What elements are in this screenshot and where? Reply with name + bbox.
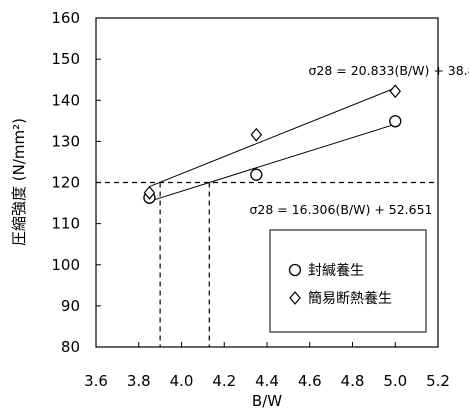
y-tick-label: 100 — [51, 256, 80, 274]
equation-label-simple-insulation: σ28 = 20.833(B/W) + 38.812 — [308, 63, 469, 78]
x-tick-label: 4.0 — [170, 372, 194, 390]
x-axis-title: B/W — [252, 392, 282, 410]
x-tick-label: 4.8 — [341, 372, 365, 390]
y-tick-label: 150 — [51, 50, 80, 68]
y-axis-title: 圧縮強度 (N/mm²) — [10, 118, 28, 246]
data-point-circle — [251, 169, 262, 180]
y-tick-label: 80 — [61, 338, 80, 356]
y-tick-label: 140 — [51, 91, 80, 109]
equation-label-sealed: σ28 = 16.306(B/W) + 52.651 — [249, 202, 432, 217]
y-tick-label: 160 — [51, 9, 80, 27]
legend-marker-circle — [290, 265, 301, 276]
legend: 封緘養生 簡易断熱養生 — [270, 230, 426, 332]
x-tick-label: 4.6 — [298, 372, 322, 390]
x-tick-label: 3.6 — [84, 372, 108, 390]
x-tick-label: 5.0 — [383, 372, 407, 390]
legend-label-sealed: 封緘養生 — [308, 262, 364, 279]
x-tick-label: 5.2 — [426, 372, 450, 390]
x-tick-label: 4.4 — [255, 372, 279, 390]
y-tick-label: 110 — [51, 215, 80, 233]
x-tick-label: 4.2 — [212, 372, 236, 390]
y-tick-label: 130 — [51, 132, 80, 150]
x-tick-label: 3.8 — [127, 372, 151, 390]
y-tick-label: 90 — [61, 297, 80, 315]
y-tick-label: 120 — [51, 174, 80, 192]
legend-label-simple-insulation: 簡易断熱養生 — [308, 290, 392, 307]
data-point-circle — [390, 116, 401, 127]
legend-box — [270, 230, 426, 332]
